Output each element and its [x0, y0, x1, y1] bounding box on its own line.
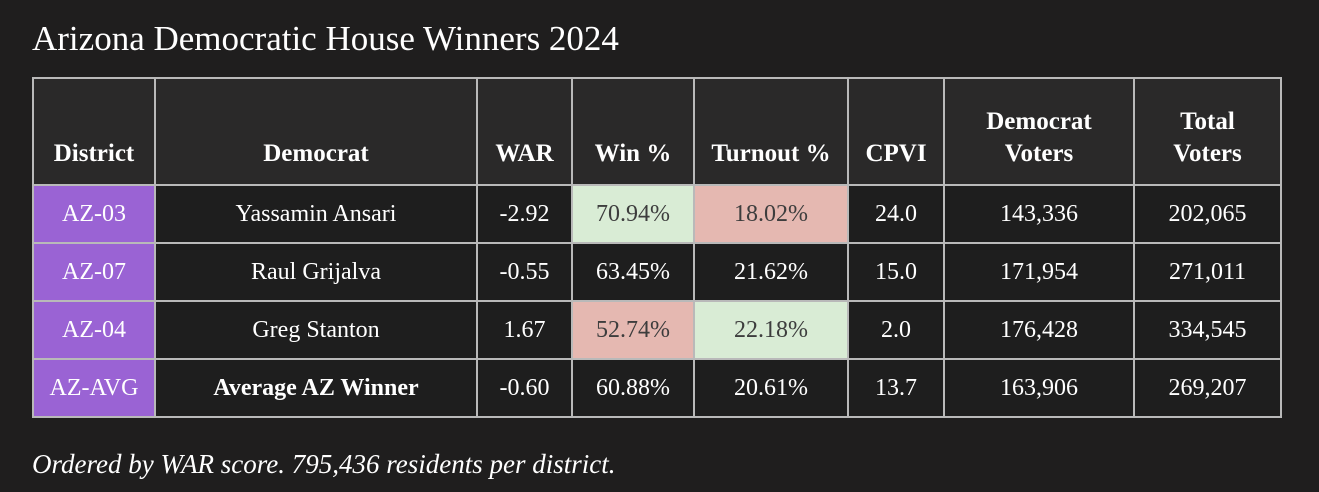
footnote: Ordered by WAR score. 795,436 residents …	[32, 449, 616, 479]
war-cell: -0.60	[476, 358, 573, 418]
democrat-voters-cell: 176,428	[943, 300, 1135, 360]
war-cell: -0.55	[476, 242, 573, 302]
democrat-cell: Yassamin Ansari	[154, 184, 478, 244]
turnout-pct-cell: 20.61%	[693, 358, 849, 418]
turnout-pct-cell: 22.18%	[693, 300, 849, 360]
table-row: AZ-07 Raul Grijalva -0.55 63.45% 21.62% …	[32, 242, 1282, 302]
header-democrat: Democrat	[154, 77, 478, 186]
win-pct-cell: 60.88%	[571, 358, 695, 418]
district-cell: AZ-04	[32, 300, 156, 360]
cpvi-cell: 15.0	[847, 242, 945, 302]
democrat-voters-cell: 171,954	[943, 242, 1135, 302]
header-democrat-voters-line1: Democrat	[986, 108, 1092, 135]
table-row: AZ-04 Greg Stanton 1.67 52.74% 22.18% 2.…	[32, 300, 1282, 360]
average-row: AZ-AVG Average AZ Winner -0.60 60.88% 20…	[32, 358, 1282, 418]
header-district: District	[32, 77, 156, 186]
header-turnout-pct: Turnout %	[693, 77, 849, 186]
header-total-voters: Total Voters	[1133, 77, 1282, 186]
total-voters-cell: 269,207	[1133, 358, 1282, 418]
win-pct-cell: 70.94%	[571, 184, 695, 244]
democrat-voters-cell: 143,336	[943, 184, 1135, 244]
turnout-pct-cell: 18.02%	[693, 184, 849, 244]
cpvi-cell: 2.0	[847, 300, 945, 360]
header-total-voters-line1: Total	[1180, 108, 1235, 135]
cpvi-cell: 13.7	[847, 358, 945, 418]
table-row: AZ-03 Yassamin Ansari -2.92 70.94% 18.02…	[32, 184, 1282, 244]
win-pct-cell: 63.45%	[571, 242, 695, 302]
war-cell: 1.67	[476, 300, 573, 360]
header-total-voters-line2: Voters	[1173, 140, 1242, 167]
win-pct-cell: 52.74%	[571, 300, 695, 360]
total-voters-cell: 202,065	[1133, 184, 1282, 244]
header-cpvi: CPVI	[847, 77, 945, 186]
page-title: Arizona Democratic House Winners 2024	[32, 19, 619, 58]
total-voters-cell: 271,011	[1133, 242, 1282, 302]
header-war: WAR	[476, 77, 573, 186]
cpvi-cell: 24.0	[847, 184, 945, 244]
winners-table: District Democrat WAR Win % Turnout % CP…	[32, 77, 1282, 418]
total-voters-cell: 334,545	[1133, 300, 1282, 360]
democrat-cell: Average AZ Winner	[154, 358, 478, 418]
header-democrat-voters: Democrat Voters	[943, 77, 1135, 186]
header-row: District Democrat WAR Win % Turnout % CP…	[32, 77, 1282, 186]
district-cell: AZ-07	[32, 242, 156, 302]
democrat-cell: Greg Stanton	[154, 300, 478, 360]
democrat-cell: Raul Grijalva	[154, 242, 478, 302]
war-cell: -2.92	[476, 184, 573, 244]
district-cell: AZ-AVG	[32, 358, 156, 418]
district-cell: AZ-03	[32, 184, 156, 244]
democrat-voters-cell: 163,906	[943, 358, 1135, 418]
header-democrat-voters-line2: Voters	[1004, 140, 1074, 167]
turnout-pct-cell: 21.62%	[693, 242, 849, 302]
header-win-pct: Win %	[571, 77, 695, 186]
